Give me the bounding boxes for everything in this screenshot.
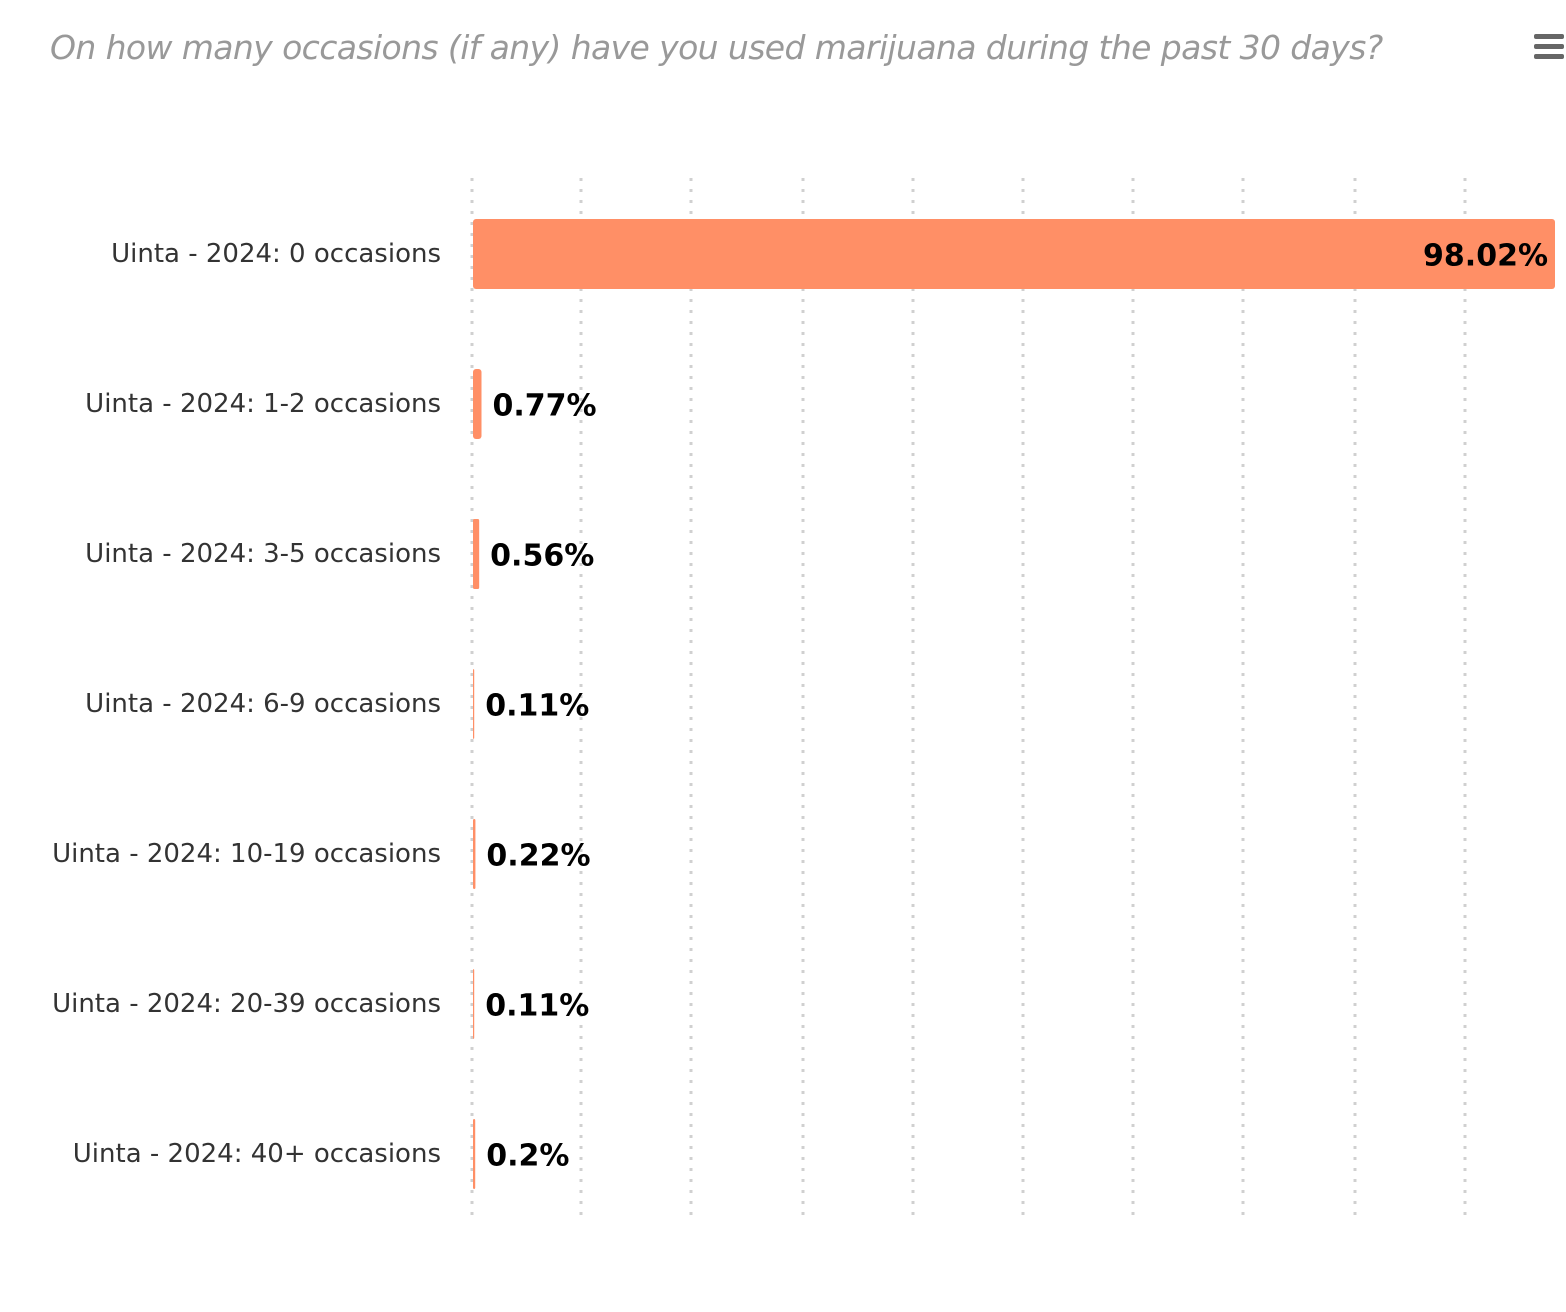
category-labels: Uinta - 2024: 0 occasions Uinta - 2024: 1… [52, 239, 441, 1169]
bar[interactable] [473, 969, 475, 1039]
bar[interactable] [473, 219, 1555, 289]
data-label: 0.77% [492, 389, 596, 424]
data-label: 0.2% [486, 1139, 569, 1174]
category-label: Uinta - 2024: 3-5 occasions [85, 539, 441, 569]
category-label: Uinta - 2024: 10-19 occasions [52, 839, 441, 869]
data-label: 0.56% [490, 539, 594, 574]
data-labels: 98.02% 0.77% 0.56% 0.11% 0.22% 0.11% 0.2% [485, 239, 1548, 1174]
bar[interactable] [473, 519, 480, 589]
data-label: 0.22% [486, 839, 590, 874]
chart-title: On how many occasions (if any) have you … [50, 28, 1383, 67]
bar[interactable] [473, 669, 475, 739]
bars [473, 219, 1555, 1189]
data-label: 0.11% [485, 689, 589, 724]
bar[interactable] [473, 369, 482, 439]
category-label: Uinta - 2024: 6-9 occasions [85, 689, 441, 719]
grid-lines [470, 178, 1467, 1222]
category-label: Uinta - 2024: 40+ occasions [73, 1139, 441, 1169]
hamburger-menu-icon [1534, 34, 1564, 39]
chart-menu-button[interactable] [1530, 33, 1566, 63]
bar[interactable] [473, 819, 476, 889]
bar[interactable] [473, 1119, 476, 1189]
data-label: 98.02% [1423, 239, 1548, 274]
category-label: Uinta - 2024: 20-39 occasions [52, 989, 441, 1019]
category-label: Uinta - 2024: 0 occasions [111, 239, 441, 269]
data-label: 0.11% [485, 989, 589, 1024]
category-label: Uinta - 2024: 1-2 occasions [85, 389, 441, 419]
